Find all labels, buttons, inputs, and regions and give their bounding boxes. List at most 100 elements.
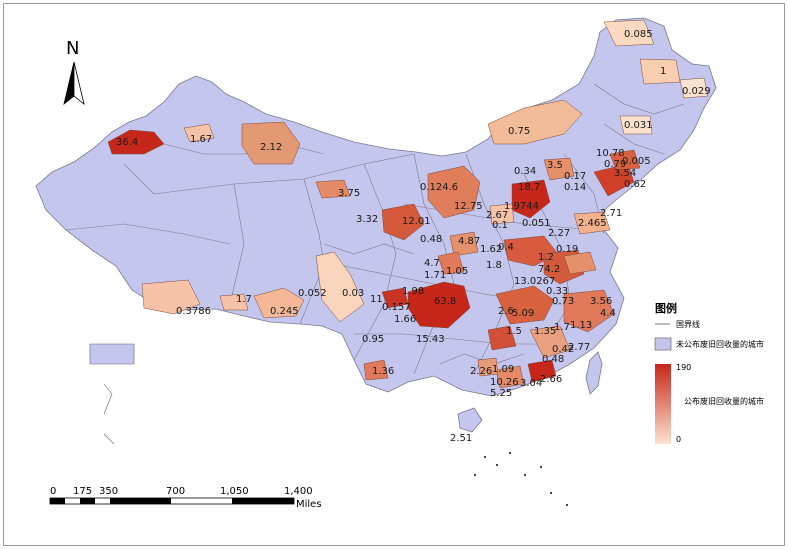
value-label: 0.3786 bbox=[176, 306, 211, 317]
value-label: 0.245 bbox=[270, 306, 299, 317]
region-hami bbox=[241, 121, 301, 165]
value-label: 2.26 bbox=[470, 366, 492, 377]
value-label: 2.67 bbox=[486, 210, 508, 221]
north-arrow: N bbox=[63, 38, 85, 106]
scale-unit: Miles bbox=[296, 499, 322, 510]
value-label: 1.62 bbox=[480, 244, 502, 255]
value-label: 1.5 bbox=[506, 326, 522, 337]
value-label: 18.7 bbox=[518, 182, 540, 193]
value-label: 3.56 bbox=[590, 296, 612, 307]
value-label: 1.71 bbox=[424, 270, 446, 281]
legend-ramp-min: 0 bbox=[676, 435, 681, 444]
value-label: 63.8 bbox=[434, 296, 456, 307]
value-label: 10.26 bbox=[490, 377, 519, 388]
region-hegang bbox=[679, 77, 709, 99]
value-label: 0.157 bbox=[382, 302, 411, 313]
region-jiangxi bbox=[529, 325, 571, 359]
region-hubei bbox=[495, 285, 555, 325]
region-jilin-2 bbox=[609, 149, 641, 171]
value-label: 10.78 bbox=[596, 148, 625, 159]
value-label: 74.2 bbox=[538, 264, 560, 275]
value-label: 2.66 bbox=[540, 374, 562, 385]
value-label: 2.12 bbox=[260, 142, 282, 153]
value-label: 1.7 bbox=[554, 322, 570, 333]
legend-ramp-max: 190 bbox=[676, 363, 691, 372]
region-yili bbox=[183, 123, 215, 143]
value-label: 0.62 bbox=[624, 179, 646, 190]
value-label: 15.43 bbox=[416, 334, 445, 345]
value-label: 3.75 bbox=[338, 188, 360, 199]
value-label: 2.77 bbox=[568, 342, 590, 353]
region-north-west-tip bbox=[107, 129, 165, 155]
value-label: 5.09 bbox=[512, 308, 534, 319]
region-guangdong bbox=[527, 359, 557, 383]
region-north-east-tip bbox=[603, 19, 655, 47]
value-label: 0.03 bbox=[342, 288, 364, 299]
value-label: 0.34 bbox=[514, 166, 536, 177]
region-fujian bbox=[563, 251, 597, 275]
value-label: 12.75 bbox=[454, 201, 483, 212]
value-label: 2.6 bbox=[498, 306, 514, 317]
value-label: 1.2 bbox=[538, 252, 554, 263]
legend-not-published-label: 未公布废旧回收量的城市 bbox=[676, 339, 764, 349]
region-chengde bbox=[543, 157, 575, 181]
value-label: 0.75 bbox=[508, 126, 530, 137]
value-label: 0.1 bbox=[492, 220, 508, 231]
value-label: 2.71 bbox=[600, 208, 622, 219]
china-map: N 36.4 1.672.120.08510.0290.750.03110.780… bbox=[35, 17, 764, 510]
region-heihe bbox=[639, 58, 681, 85]
region-chongqing bbox=[437, 251, 465, 275]
value-label: 0.031 bbox=[624, 120, 653, 131]
region-anhui-zhejiang bbox=[563, 289, 615, 333]
value-label: 2.51 bbox=[450, 433, 472, 444]
region-guangxi bbox=[477, 357, 499, 377]
region-guangzhou bbox=[495, 365, 525, 389]
value-label: 1.35 bbox=[534, 326, 556, 337]
value-label: 0.48 bbox=[420, 234, 442, 245]
value-label: 0.42 bbox=[552, 344, 574, 355]
data-regions bbox=[107, 19, 709, 389]
value-label: 0.051 bbox=[522, 218, 551, 229]
value-label: 0.124.6 bbox=[420, 182, 458, 193]
legend-published-label: 公布废旧回收量的城市 bbox=[684, 396, 764, 406]
value-label: 0.48 bbox=[542, 354, 564, 365]
south-sea-inset bbox=[89, 343, 135, 445]
region-jilin bbox=[619, 115, 653, 135]
region-shaanxi bbox=[449, 231, 479, 257]
map-frame: N 36.4 1.67 2.12 0.085 1 0.029 0.75 0.031 10.78 0… bbox=[3, 3, 785, 546]
hainan-island bbox=[457, 407, 483, 433]
value-label: 1 bbox=[660, 66, 666, 77]
value-label: 1.36 bbox=[372, 366, 394, 377]
value-label: 1.8 bbox=[486, 260, 502, 271]
region-chengdu bbox=[381, 287, 409, 309]
scale-tick-label: 700 bbox=[166, 486, 185, 497]
value-label: 1.98 bbox=[402, 286, 424, 297]
value-label: 1.7 bbox=[236, 294, 252, 305]
taiwan-island bbox=[585, 351, 603, 395]
region-shanxi-nm bbox=[427, 165, 481, 219]
region-sichuan bbox=[407, 281, 471, 329]
value-label: 0.085 bbox=[624, 29, 653, 40]
value-label: 36.4 bbox=[116, 137, 138, 148]
value-label: 3.54 bbox=[614, 168, 636, 179]
value-label: 12.01 bbox=[402, 216, 431, 227]
region-tibet-3 bbox=[219, 293, 249, 311]
value-label: 4.4 bbox=[600, 308, 616, 319]
value-label: 0.14 bbox=[564, 182, 586, 193]
scale-tick-label: 1,400 bbox=[284, 486, 313, 497]
scale-tick-label: 175 bbox=[73, 486, 92, 497]
region-shandong bbox=[573, 211, 611, 235]
value-label: 4.7 bbox=[424, 258, 440, 269]
value-label: 1.9744 bbox=[504, 201, 539, 212]
region-yunnan bbox=[363, 359, 389, 381]
region-gansu bbox=[381, 203, 425, 241]
scale-bar: 0 175 350 700 1,050 1,400 Miles bbox=[49, 486, 322, 510]
value-label: 1.66 bbox=[394, 314, 416, 325]
legend-title: 图例 bbox=[655, 301, 677, 315]
value-label: 1.13 bbox=[570, 320, 592, 331]
legend-color-ramp bbox=[655, 364, 671, 444]
region-ningxia bbox=[489, 203, 515, 225]
value-label: 0.33 bbox=[546, 286, 568, 297]
region-hulun bbox=[487, 99, 583, 145]
value-label: 4.87 bbox=[458, 236, 480, 247]
